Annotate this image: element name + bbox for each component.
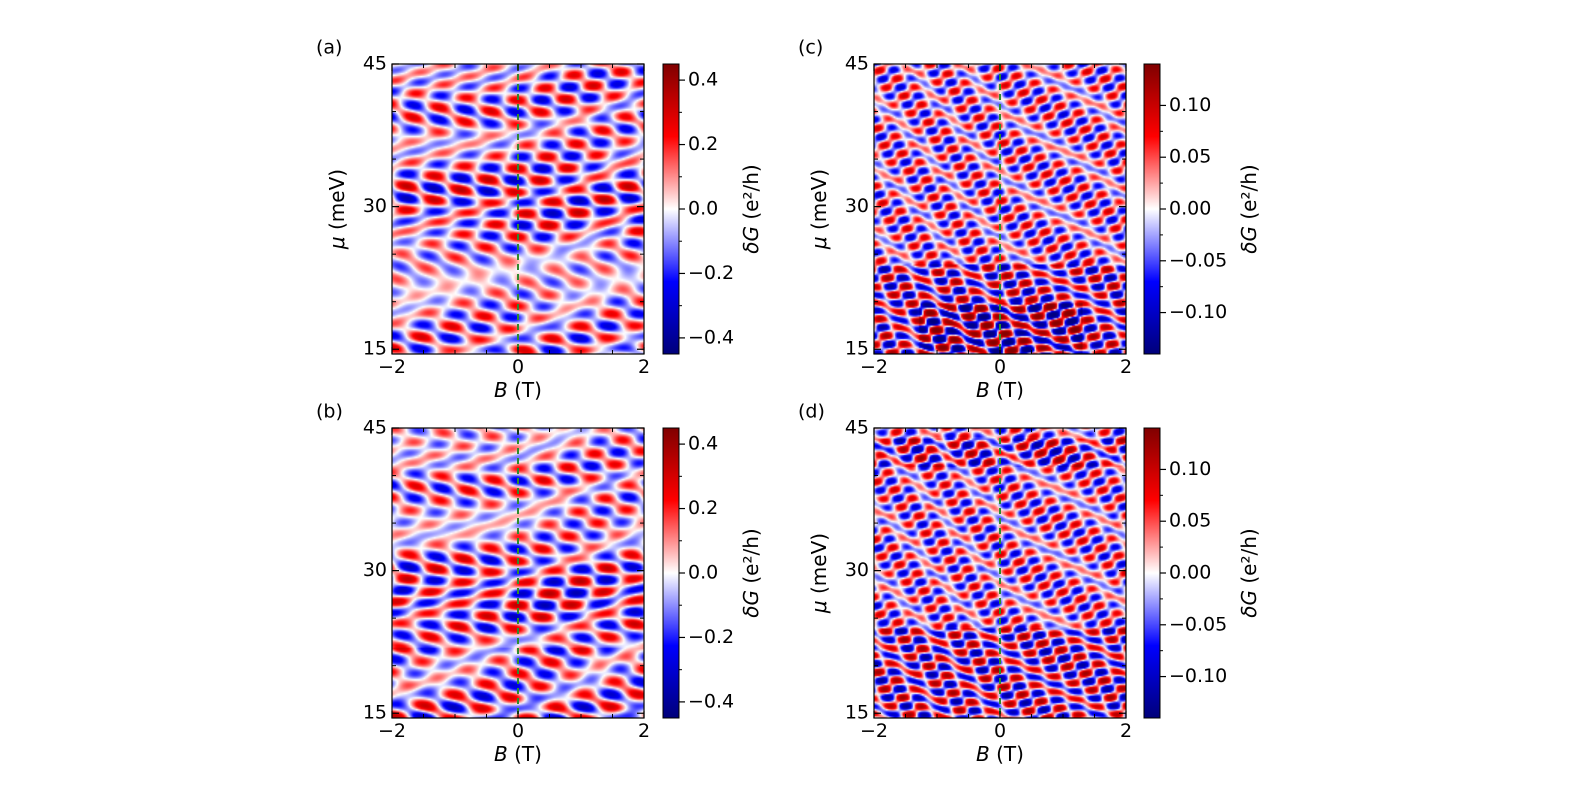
panel-label: (b)	[316, 401, 343, 423]
x-tick-label: 2	[1120, 356, 1132, 378]
panel-c: (c) −2 0 2 15 30 45 B (T) μ (meV) −0.10 −0.05 0.00 0…	[798, 37, 1261, 403]
y-tick-label: 30	[363, 195, 387, 217]
colorbar	[662, 63, 680, 355]
colorbar-tick-label: −0.10	[1169, 665, 1227, 687]
x-axis-label: B (T)	[494, 742, 542, 766]
colorbar-tick-label: 0.2	[688, 133, 718, 155]
colorbar-label: δG (e²/h)	[739, 528, 763, 617]
colorbar-tick-label: −0.05	[1169, 249, 1227, 271]
x-tick-label: 0	[994, 356, 1006, 378]
panels: (a) −2 0 2 15 30 45 B (T) μ (meV) −0.4 −0.2 0.0 0.2 0…	[316, 37, 1261, 767]
y-tick-label: 15	[845, 338, 869, 360]
colorbar-tick-label: 0.00	[1169, 562, 1211, 584]
colorbar-tick-label: −0.05	[1169, 613, 1227, 635]
colorbar-tick-label: −0.4	[688, 690, 734, 712]
panel-label: (a)	[316, 37, 342, 59]
y-axis-label: μ (meV)	[807, 533, 831, 614]
x-tick-label: 0	[512, 720, 524, 742]
x-tick-label: −2	[378, 356, 406, 378]
y-tick-label: 15	[363, 338, 387, 360]
colorbar-label: δG (e²/h)	[1237, 164, 1261, 253]
y-tick-label: 45	[363, 417, 387, 439]
colorbar	[1143, 63, 1161, 355]
colorbar	[1143, 427, 1161, 719]
panel-label: (d)	[798, 401, 825, 423]
y-tick-label: 30	[845, 559, 869, 581]
y-tick-label: 45	[363, 53, 387, 75]
colorbar-tick-label: 0.00	[1169, 198, 1211, 220]
colorbar-tick-label: 0.10	[1169, 458, 1211, 480]
panel-b: (b) −2 0 2 15 30 45 B (T) −0.4 −0.2 0.0 0.2 0.4 δG (e…	[316, 401, 763, 767]
x-tick-label: 2	[1120, 720, 1132, 742]
y-axis-label: μ (meV)	[325, 169, 349, 250]
x-axis-label: B (T)	[494, 378, 542, 402]
y-tick-label: 15	[363, 702, 387, 724]
colorbar-tick-label: 0.05	[1169, 146, 1211, 168]
colorbar-tick-label: −0.2	[688, 262, 734, 284]
colorbar-tick-label: 0.0	[688, 198, 718, 220]
x-axis-label: B (T)	[976, 378, 1024, 402]
y-tick-label: 45	[845, 417, 869, 439]
x-tick-label: 0	[512, 356, 524, 378]
y-axis-label: μ (meV)	[807, 169, 831, 250]
colorbar-tick-label: 0.2	[688, 497, 718, 519]
colorbar-tick-label: −0.10	[1169, 301, 1227, 323]
colorbar-label: δG (e²/h)	[1237, 528, 1261, 617]
x-tick-label: 0	[994, 720, 1006, 742]
colorbar-tick-label: −0.2	[688, 626, 734, 648]
y-tick-label: 30	[363, 559, 387, 581]
x-tick-label: 2	[638, 720, 650, 742]
y-tick-label: 30	[845, 195, 869, 217]
panel-d: (d) −2 0 2 15 30 45 B (T) μ (meV) −0.10 −0.05 0.00 0…	[798, 401, 1261, 767]
colorbar-tick-label: 0.05	[1169, 510, 1211, 532]
x-tick-label: 2	[638, 356, 650, 378]
colorbar-tick-label: 0.4	[688, 69, 718, 91]
colorbar-tick-label: 0.4	[688, 433, 718, 455]
colorbar	[662, 427, 680, 719]
colorbar-tick-label: 0.0	[688, 562, 718, 584]
x-axis-label: B (T)	[976, 742, 1024, 766]
x-tick-label: −2	[378, 720, 406, 742]
y-tick-label: 45	[845, 53, 869, 75]
colorbar-tick-label: 0.10	[1169, 94, 1211, 116]
y-tick-label: 15	[845, 702, 869, 724]
colorbar-label: δG (e²/h)	[739, 164, 763, 253]
x-tick-label: −2	[860, 720, 888, 742]
panel-a: (a) −2 0 2 15 30 45 B (T) μ (meV) −0.4 −0.2 0.0 0.2 0…	[316, 37, 763, 403]
x-tick-label: −2	[860, 356, 888, 378]
panel-label: (c)	[798, 37, 823, 59]
colorbar-tick-label: −0.4	[688, 326, 734, 348]
